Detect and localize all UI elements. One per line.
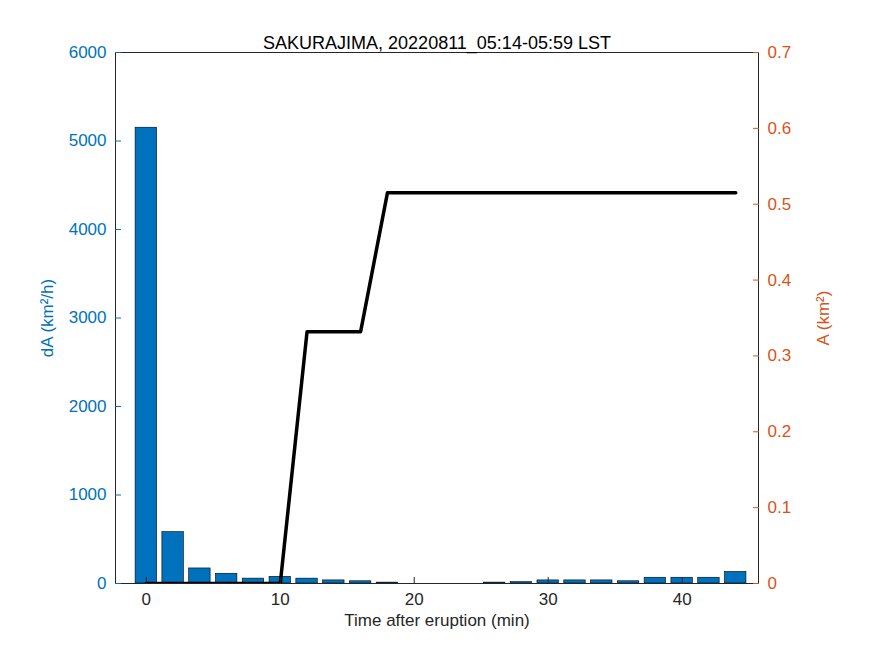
svg-text:4000: 4000 <box>69 220 107 239</box>
svg-text:0.6: 0.6 <box>768 119 792 138</box>
svg-text:0: 0 <box>768 574 777 593</box>
svg-text:6000: 6000 <box>69 43 107 62</box>
svg-text:0.3: 0.3 <box>768 346 792 365</box>
svg-text:40: 40 <box>673 590 692 609</box>
svg-text:0.1: 0.1 <box>768 498 792 517</box>
svg-text:3000: 3000 <box>69 308 107 327</box>
svg-text:0.7: 0.7 <box>768 43 792 62</box>
svg-text:1000: 1000 <box>69 485 107 504</box>
svg-text:0: 0 <box>142 590 151 609</box>
svg-text:10: 10 <box>271 590 290 609</box>
svg-text:0.5: 0.5 <box>768 195 792 214</box>
svg-text:2000: 2000 <box>69 397 107 416</box>
svg-text:20: 20 <box>405 590 424 609</box>
svg-text:30: 30 <box>539 590 558 609</box>
svg-text:A (km²): A (km²) <box>814 291 833 346</box>
svg-text:5000: 5000 <box>69 131 107 150</box>
svg-text:SAKURAJIMA, 20220811_05:14-05:: SAKURAJIMA, 20220811_05:14-05:59 LST <box>263 33 611 54</box>
svg-text:0.4: 0.4 <box>768 271 792 290</box>
svg-text:0: 0 <box>97 574 106 593</box>
svg-text:Time after eruption (min): Time after eruption (min) <box>344 611 529 630</box>
svg-text:0.2: 0.2 <box>768 422 792 441</box>
svg-text:dA (km²/h): dA (km²/h) <box>38 279 57 357</box>
